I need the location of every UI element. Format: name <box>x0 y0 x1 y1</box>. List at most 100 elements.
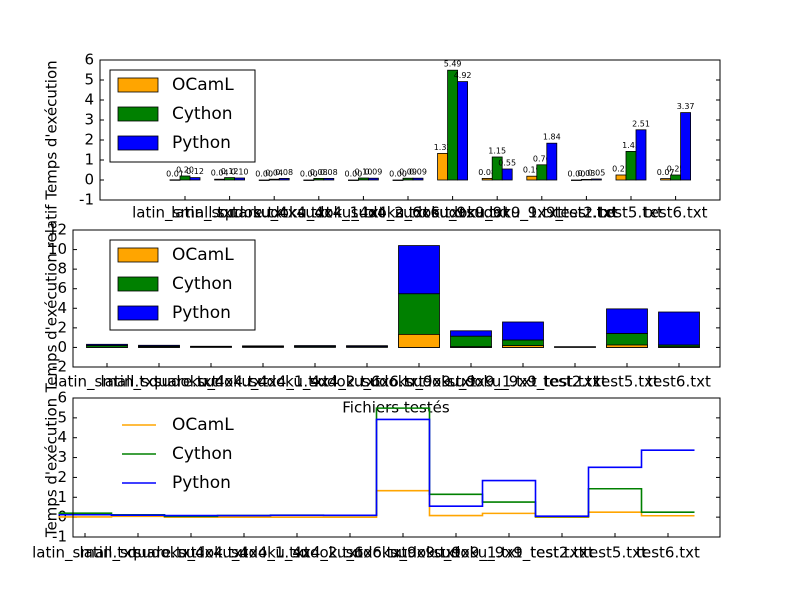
value-label: 0.09 <box>399 168 417 177</box>
bar <box>189 177 201 181</box>
bar <box>450 346 492 348</box>
line <box>58 418 695 517</box>
value-label: 0.12 <box>221 167 239 176</box>
bar <box>501 168 513 181</box>
axes-frame <box>99 59 721 201</box>
bar <box>581 178 592 181</box>
y-tick-label: 12 <box>48 221 67 239</box>
x-tick-label: latin_small.txt <box>32 544 138 563</box>
y-tick-label: 2 <box>57 318 67 336</box>
value-label: 0.08 <box>275 168 293 177</box>
value-label: 0.25 <box>612 165 630 174</box>
bar <box>86 343 128 346</box>
bar <box>670 174 681 181</box>
value-label: 0.04 <box>211 169 229 178</box>
x-tick-label: sudoku_9x9_test.txt <box>448 373 599 392</box>
x-tick-label: sudoku_9x9.txt <box>346 544 461 563</box>
x-tick-label: sudoku_4x4.txt <box>154 373 269 392</box>
y-axis-label: Temps d'exécution <box>43 60 61 200</box>
legend-swatch <box>117 305 159 321</box>
bar <box>367 177 379 181</box>
y-tick-label: 0 <box>57 338 67 356</box>
x-tick-label: sudoku_4x4_1.txt <box>253 204 385 223</box>
bar <box>294 345 336 347</box>
value-label: 0.01 <box>166 169 184 178</box>
bar <box>242 345 284 348</box>
legend-label: OCamL <box>172 75 234 95</box>
value-label: 0.03 <box>577 169 595 178</box>
axes-frame <box>72 397 721 538</box>
y-tick-label: 5 <box>57 408 67 426</box>
bar <box>258 179 270 181</box>
bar <box>625 150 637 181</box>
value-label: 0.12 <box>186 167 204 176</box>
y-tick-label: 2 <box>84 131 94 149</box>
value-label: 0.00 <box>344 170 362 179</box>
bar <box>450 335 492 348</box>
bar <box>224 177 236 181</box>
bar <box>402 177 414 181</box>
bar <box>357 177 369 181</box>
y-tick-label: 5 <box>84 71 94 89</box>
y-tick-label: -2 <box>52 358 67 376</box>
value-label: 0.08 <box>478 168 496 177</box>
bar <box>635 129 647 181</box>
y-tick-label: 6 <box>57 389 67 407</box>
bar <box>571 179 582 181</box>
bar <box>481 177 493 181</box>
bar <box>234 177 246 181</box>
bar <box>502 321 544 341</box>
value-label: 2.51 <box>632 119 650 128</box>
bar <box>323 177 335 181</box>
bar <box>658 346 700 348</box>
x-tick-label: sudoku_9x9_1.txt <box>390 544 522 563</box>
x-tick-label: test5.txt <box>583 544 647 562</box>
bar <box>268 178 280 181</box>
bar <box>169 179 181 181</box>
x-tick-label: test6.txt <box>647 373 711 391</box>
legend-swatch <box>117 77 159 93</box>
x-tick-label: latin_small.txt <box>54 373 160 392</box>
legend-label: Cython <box>172 274 233 294</box>
legend-swatch <box>117 135 159 151</box>
value-label: 4.92 <box>454 71 472 80</box>
y-tick-label: 3 <box>84 111 94 129</box>
value-label: 0.25 <box>667 165 685 174</box>
bar <box>606 308 648 334</box>
value-label: 0.10 <box>354 168 372 177</box>
value-label: 0.09 <box>364 168 382 177</box>
x-tick-label: sudoku_9x9_1.txt <box>431 204 563 223</box>
bar <box>412 177 424 181</box>
legend-label: Cython <box>172 104 233 124</box>
y-tick-label: 6 <box>84 51 94 69</box>
legend-label: Python <box>172 303 231 323</box>
x-tick-label: latin_square.txt <box>171 204 288 223</box>
y-tick-label: 4 <box>57 428 67 446</box>
value-label: 3.37 <box>677 102 695 111</box>
value-label: 0.08 <box>320 168 338 177</box>
x-tick-label: sudoku_4x4_2.txt <box>298 204 430 223</box>
y-tick-label: 1 <box>84 151 94 169</box>
value-label: 1.15 <box>488 147 506 156</box>
value-label: 1.33 <box>434 143 452 152</box>
x-tick-label: latin_square.txt <box>101 373 218 392</box>
bar <box>450 330 492 337</box>
x-tick-label: test5.txt <box>599 204 663 222</box>
subplot: -2024681012latin_small.txtlatin_square.t… <box>43 204 721 417</box>
bar <box>437 152 449 181</box>
bar <box>615 174 627 181</box>
value-label: 0.20 <box>176 166 194 175</box>
x-tick-label: latin_square.txt <box>80 544 197 563</box>
y-axis-label: Temps d'exécution relatif <box>43 204 61 394</box>
x-tick-label: sudoku_9x9_test.txt <box>466 204 617 223</box>
legend-swatch <box>117 276 159 292</box>
axes-frame <box>72 229 721 368</box>
value-label: 1.84 <box>543 133 561 142</box>
x-tick-label: sudoku_4x4.txt <box>217 204 332 223</box>
y-axis-label: Temps d'exécution <box>43 398 61 538</box>
value-label: 0.00 <box>567 170 585 179</box>
x-tick-label: test5.txt <box>595 373 659 391</box>
bar <box>457 81 469 181</box>
x-tick-label: sudoku_9x9_1.txt <box>405 373 537 392</box>
